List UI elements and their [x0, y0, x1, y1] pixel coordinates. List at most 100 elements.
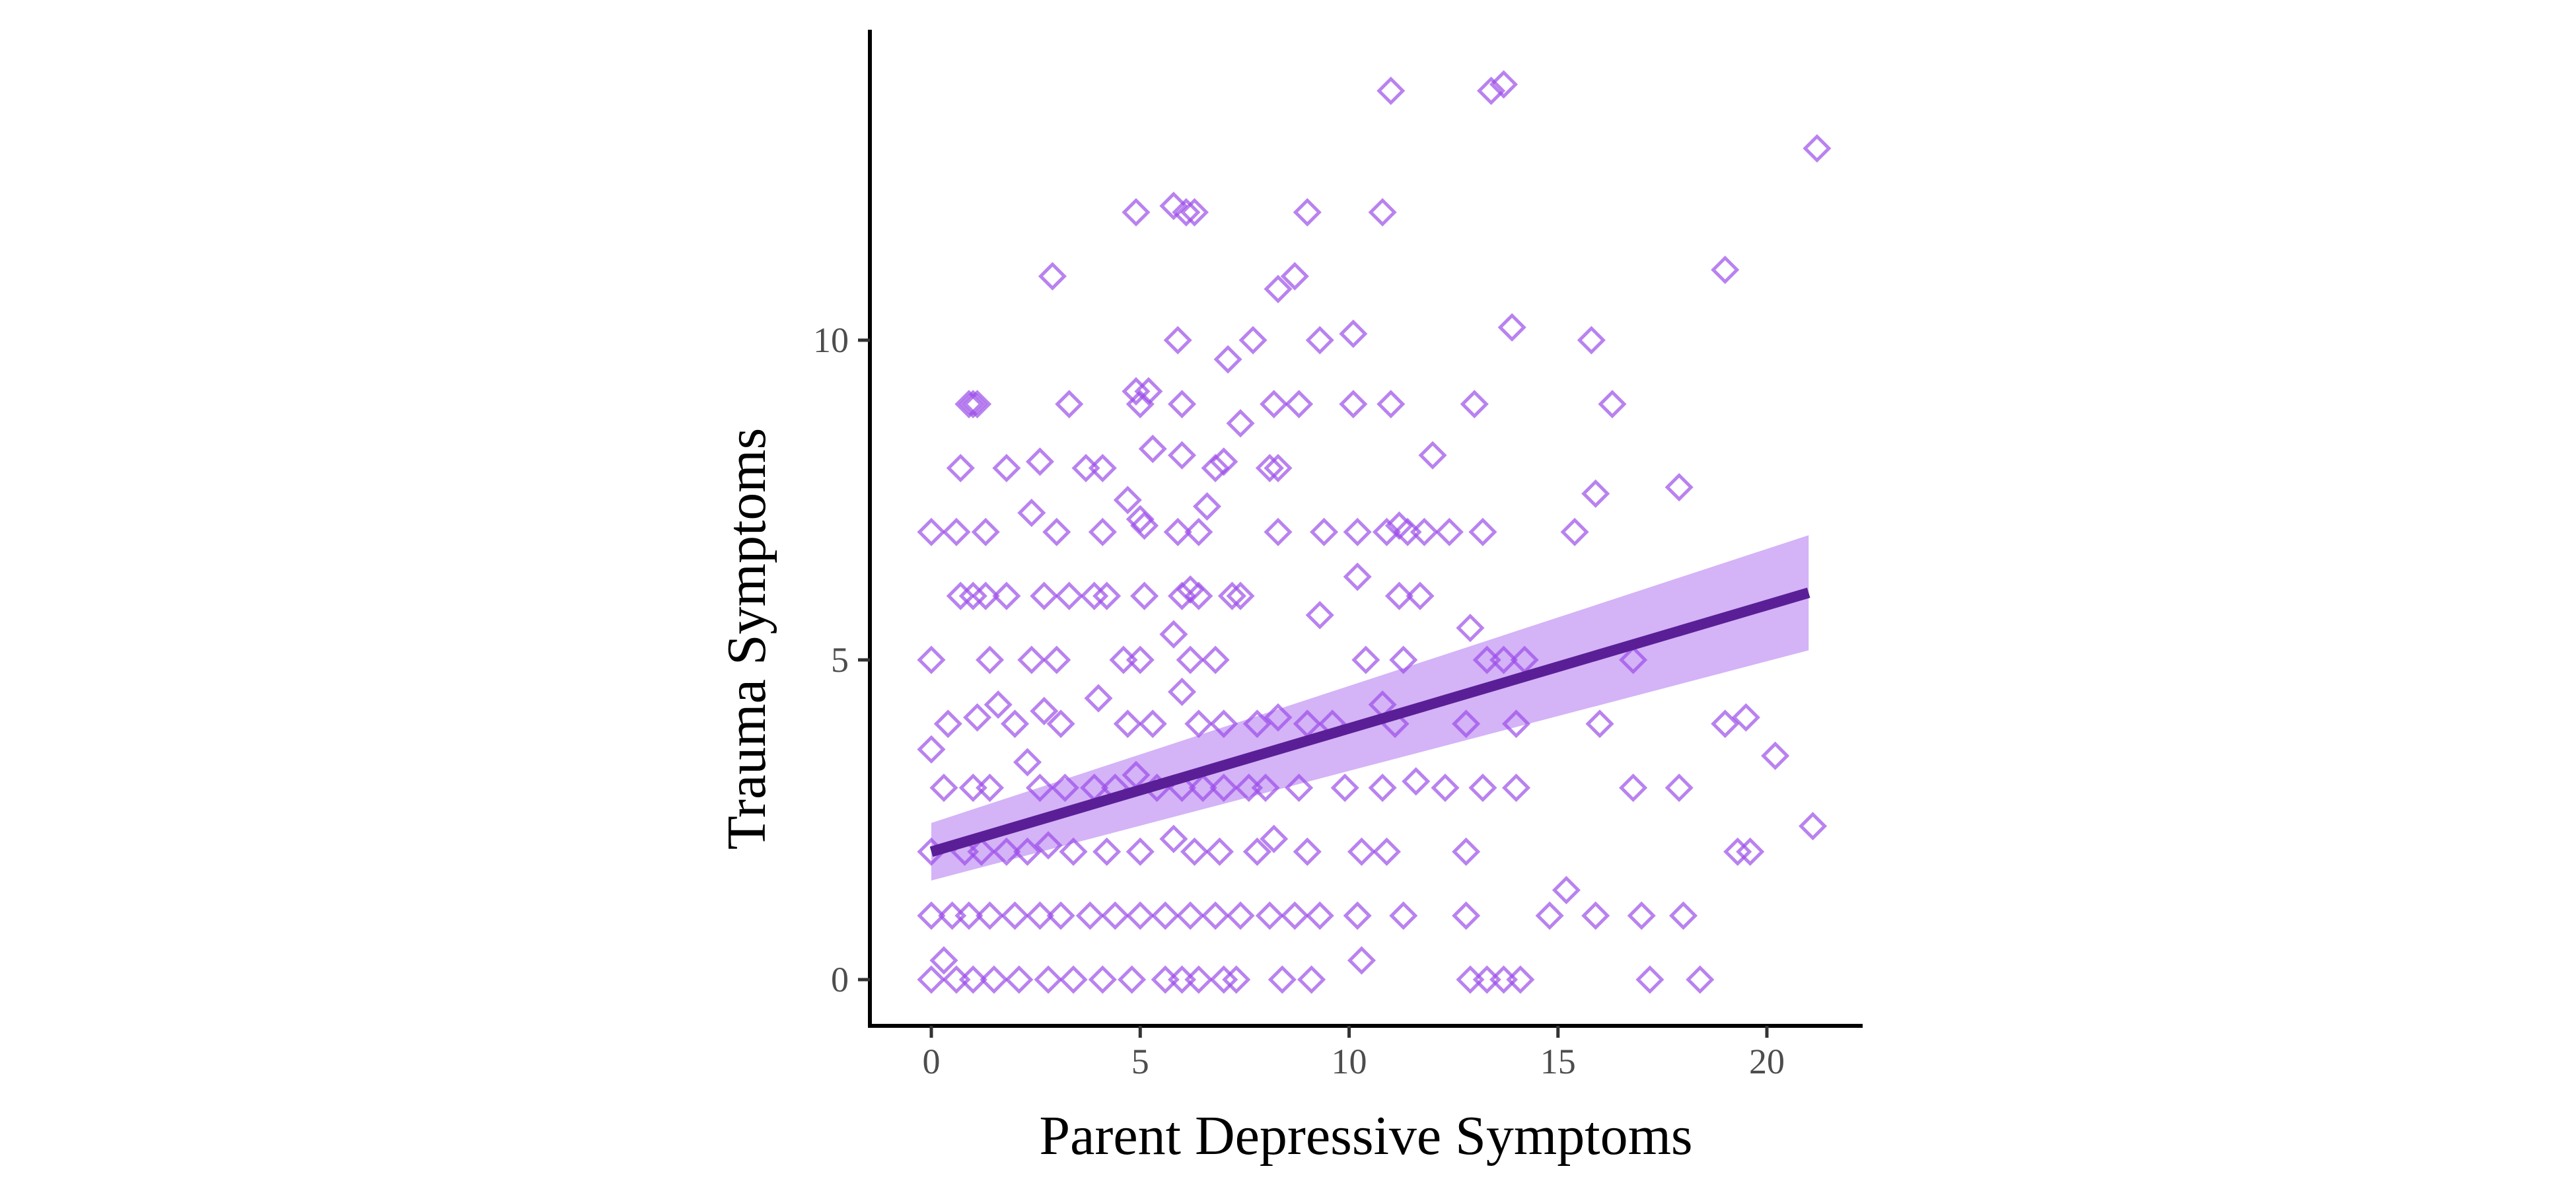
data-point — [1046, 709, 1075, 739]
data-point — [1159, 620, 1188, 649]
data-point — [1761, 741, 1790, 770]
data-point — [1260, 824, 1289, 853]
data-point — [1372, 517, 1401, 546]
data-point — [1339, 319, 1368, 348]
data-point — [1167, 677, 1197, 706]
data-point — [1384, 581, 1413, 610]
data-point — [1368, 774, 1397, 803]
data-point — [1017, 645, 1046, 674]
data-point — [1113, 486, 1142, 515]
x-tick-label: 20 — [1749, 1042, 1785, 1081]
data-point — [1293, 837, 1322, 866]
y-tick-label: 0 — [831, 960, 849, 999]
data-point — [1167, 390, 1197, 419]
data-point — [1418, 441, 1447, 470]
data-point — [976, 774, 1005, 803]
data-point — [917, 517, 946, 546]
data-point — [1452, 837, 1481, 866]
data-point — [1339, 390, 1368, 419]
data-point — [1134, 377, 1163, 406]
data-point — [1084, 684, 1113, 713]
data-point — [1347, 946, 1377, 975]
data-point — [1113, 709, 1142, 739]
data-point — [1017, 498, 1046, 527]
data-point — [1071, 454, 1100, 483]
data-point — [1172, 198, 1201, 227]
data-point — [917, 901, 946, 930]
data-point — [917, 645, 946, 674]
data-point — [1330, 774, 1359, 803]
data-point — [1205, 837, 1234, 866]
data-point — [1209, 965, 1238, 994]
data-point — [967, 837, 996, 866]
data-point — [1188, 774, 1217, 803]
data-point — [1711, 709, 1740, 739]
data-point — [1410, 517, 1439, 546]
data-point — [1293, 198, 1322, 227]
data-point — [1435, 517, 1464, 546]
data-point — [1535, 901, 1564, 930]
data-point — [992, 581, 1021, 610]
data-point — [1343, 517, 1372, 546]
data-point — [1013, 748, 1042, 777]
data-point — [1305, 326, 1334, 355]
data-point — [1201, 454, 1230, 483]
data-point — [1025, 774, 1054, 803]
data-point — [958, 965, 987, 994]
y-axis-title: Trauma Symptoms — [716, 428, 777, 850]
data-point — [1055, 390, 1084, 419]
data-point — [1711, 255, 1740, 285]
data-point — [942, 517, 971, 546]
data-point — [929, 946, 958, 975]
data-point — [1042, 517, 1071, 546]
data-point — [1731, 703, 1760, 732]
data-point — [1184, 517, 1213, 546]
data-point — [1264, 703, 1293, 732]
data-point — [1552, 875, 1581, 905]
data-point — [1255, 901, 1284, 930]
data-point — [942, 965, 971, 994]
data-point — [1664, 473, 1694, 502]
data-point — [963, 703, 992, 732]
data-point — [1260, 390, 1289, 419]
data-point — [1285, 390, 1314, 419]
data-point — [1130, 581, 1159, 610]
data-point — [1138, 709, 1167, 739]
data-point — [1000, 901, 1030, 930]
data-point — [1406, 581, 1435, 610]
data-point — [1159, 192, 1188, 221]
data-point — [1088, 517, 1117, 546]
data-point — [1585, 709, 1614, 739]
data-point — [1242, 837, 1271, 866]
data-point — [1184, 709, 1213, 739]
data-point — [1664, 774, 1694, 803]
data-point — [1581, 479, 1610, 508]
data-point — [1030, 581, 1059, 610]
data-point — [1025, 901, 1054, 930]
data-point — [1489, 645, 1519, 674]
data-point — [1619, 645, 1648, 674]
data-point — [992, 837, 1021, 866]
data-point — [1560, 517, 1589, 546]
data-point — [1456, 965, 1485, 994]
data-point — [1046, 901, 1075, 930]
data-point — [1038, 262, 1067, 291]
y-tick-label: 10 — [813, 320, 849, 360]
data-point — [1285, 774, 1314, 803]
data-point — [1088, 454, 1117, 483]
axes — [868, 30, 1863, 1028]
data-point — [1184, 965, 1213, 994]
data-point — [1222, 965, 1251, 994]
data-point — [958, 390, 987, 419]
data-point — [1059, 837, 1088, 866]
data-point — [1242, 709, 1271, 739]
data-point — [1159, 824, 1188, 853]
data-point — [1167, 965, 1197, 994]
data-point — [1126, 505, 1155, 534]
data-point — [1489, 70, 1519, 99]
regression-line-layer — [929, 587, 1810, 857]
confidence-band — [931, 535, 1809, 881]
data-point — [1635, 965, 1664, 994]
data-point — [1389, 645, 1418, 674]
data-point — [1372, 837, 1401, 866]
